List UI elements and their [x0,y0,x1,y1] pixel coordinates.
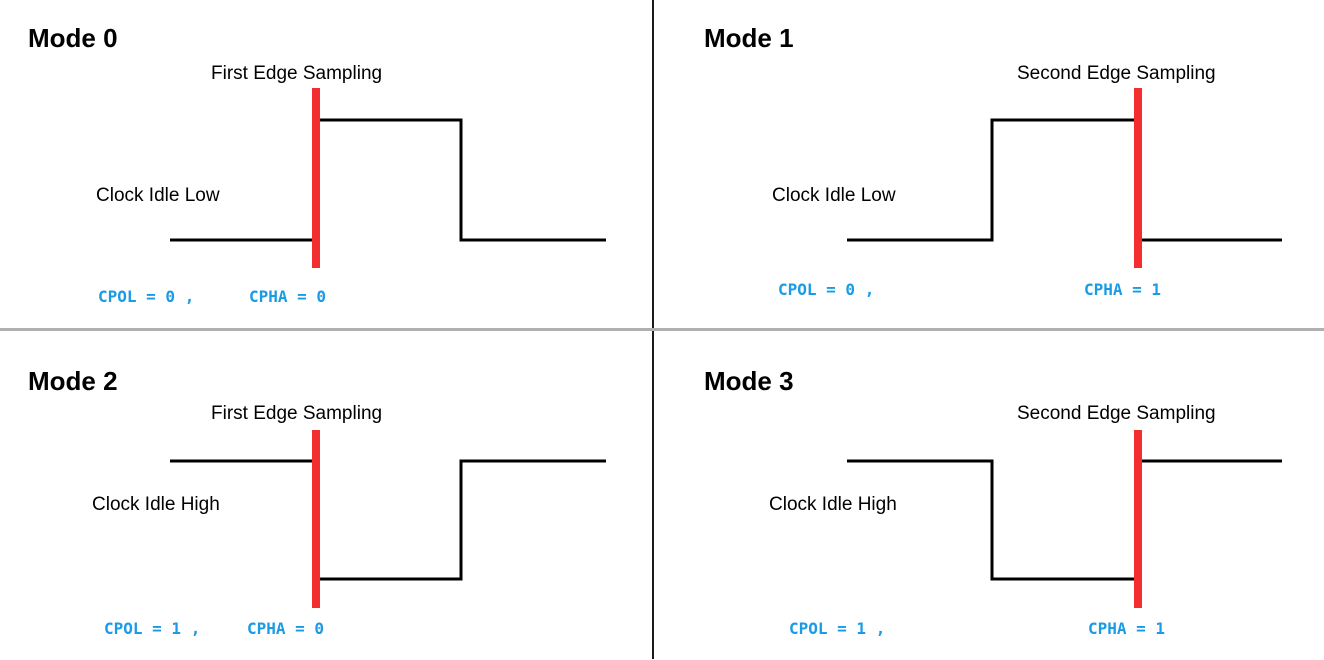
cpha-label: CPHA = 1 [1088,619,1166,638]
sampling-label: First Edge Sampling [211,63,383,84]
cpha-label: CPHA = 0 [247,619,325,638]
horizontal-divider [0,328,1324,331]
mode-title: Mode 1 [704,23,794,53]
clock-idle-label: Clock Idle High [92,494,220,515]
sampling-label: First Edge Sampling [211,403,383,424]
clock-idle-label: Clock Idle High [769,494,897,515]
mode-1-panel: Mode 1 Second Edge Sampling Clock Idle L… [662,0,1324,330]
sampling-label: Second Edge Sampling [1017,63,1216,84]
mode-title: Mode 3 [704,366,794,396]
cpol-label: CPOL = 0 , [778,280,875,299]
mode-title: Mode 2 [28,366,118,396]
mode-3-panel: Mode 3 Second Edge Sampling Clock Idle H… [662,330,1324,660]
cpol-label: CPOL = 1 , [789,619,886,638]
clock-signal-line [170,118,606,242]
cpol-label: CPOL = 0 , [98,287,195,306]
clock-idle-label: Clock Idle Low [96,185,220,206]
clock-idle-label: Clock Idle Low [772,185,896,206]
mode-2-panel: Mode 2 First Edge Sampling Clock Idle Hi… [0,330,662,660]
mode-0-panel: Mode 0 First Edge Sampling Clock Idle Lo… [0,0,662,330]
sampling-label: Second Edge Sampling [1017,403,1216,424]
mode-title: Mode 0 [28,23,118,53]
cpha-label: CPHA = 0 [249,287,327,306]
clock-signal-line [170,459,606,581]
clock-signal-line [847,459,1282,581]
cpol-label: CPOL = 1 , [104,619,201,638]
mode-0-waveform [170,88,606,268]
cpha-label: CPHA = 1 [1084,280,1162,299]
mode-2-waveform [170,430,606,608]
mode-1-waveform [847,88,1282,268]
clock-signal-line [847,118,1282,242]
mode-3-waveform [847,430,1282,608]
